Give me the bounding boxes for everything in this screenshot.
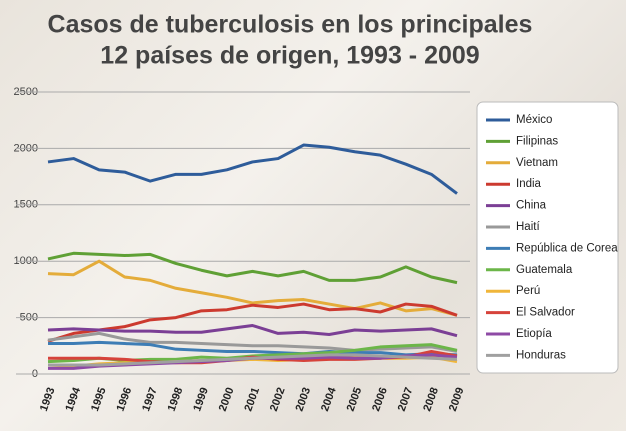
x-tick-label: 2009 [447, 386, 467, 413]
x-tick-label: 1999 [191, 386, 211, 413]
legend-label: Haití [516, 221, 540, 233]
chart-title: 12 países de origen, 1993 - 2009 [100, 42, 479, 70]
x-tick-label: 1993 [38, 386, 58, 413]
series-line [47, 143, 458, 195]
legend-label: Perú [516, 285, 540, 297]
x-tick-label: 2002 [268, 386, 288, 413]
x-tick-label: 2006 [370, 386, 390, 413]
x-tick-label: 1996 [115, 386, 135, 413]
x-tick-label: 2001 [242, 386, 262, 413]
legend-label: Etiopía [516, 328, 552, 340]
legend-box [476, 101, 619, 374]
series-line [47, 259, 458, 317]
legend-label: India [516, 178, 542, 190]
x-tick-label: 2003 [294, 386, 314, 413]
x-tick-label: 1998 [166, 386, 186, 413]
x-tick-label: 1995 [89, 386, 109, 413]
series-line [48, 353, 458, 367]
legend-label: Vietnam [516, 157, 558, 169]
series-line [47, 251, 458, 285]
x-tick-label: 2004 [319, 385, 339, 413]
legend-label: México [516, 114, 552, 126]
x-tick-label: 1997 [140, 386, 160, 413]
x-tick-label: 2005 [345, 386, 365, 413]
chart-title: Casos de tuberculosis en los principales [48, 11, 533, 39]
series-line [47, 331, 458, 353]
x-tick-label: 2008 [421, 386, 441, 413]
legend-label: Filipinas [516, 135, 558, 147]
legend-label: China [516, 200, 547, 212]
x-tick-label: 1994 [63, 385, 83, 413]
legend-label: El Salvador [516, 307, 575, 319]
legend-label: Honduras [516, 349, 566, 361]
x-tick-label: 2007 [396, 386, 416, 413]
series-line [47, 302, 458, 343]
legend-label: Guatemala [516, 264, 573, 276]
legend-label: República de Corea [516, 242, 618, 254]
series-line [47, 323, 458, 338]
x-tick-label: 2000 [217, 386, 237, 413]
series-line [48, 340, 458, 357]
